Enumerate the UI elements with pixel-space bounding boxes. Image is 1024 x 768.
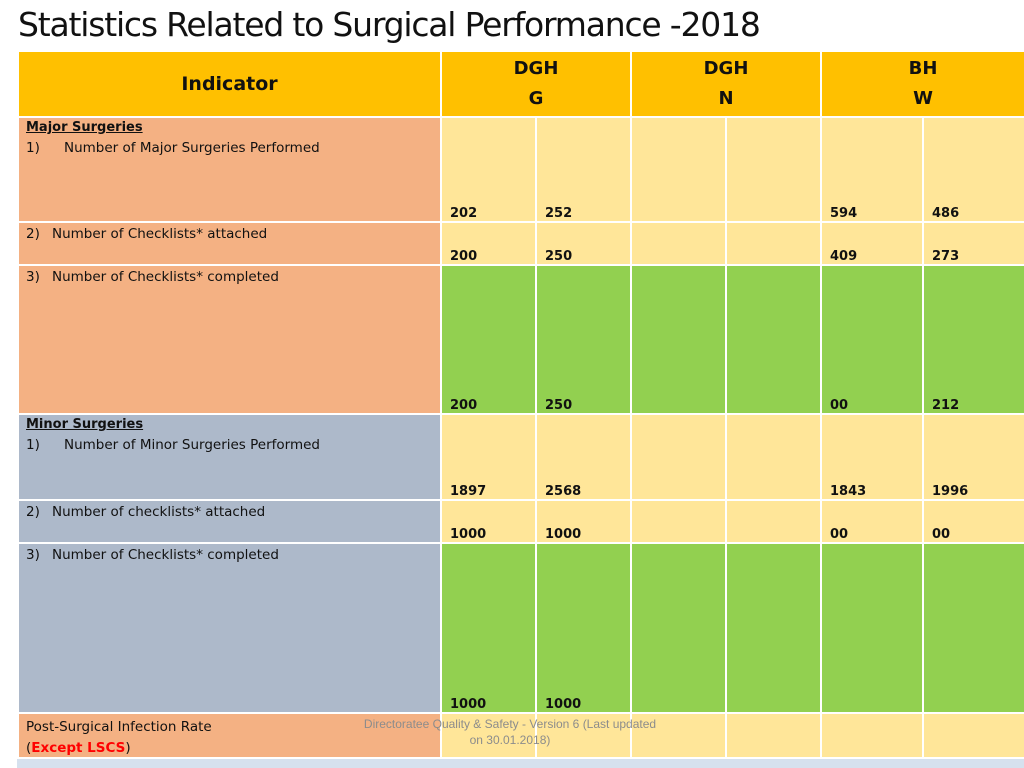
surgical-statistics-table: Indicator DGH G DGH N BH W Major Surgeri… [17,50,1024,759]
value-cell [630,712,727,759]
indicator-cell-minor-performed: Minor Surgeries 1) Number of Minor Surger… [17,413,442,501]
value-cell: 1897 [440,413,537,501]
value-cell: 1000 [535,499,632,544]
value-cell [921,712,1024,759]
value-cell: 00 [921,499,1024,544]
value-cell: 409 [820,221,924,266]
value-cell: 594 [820,116,924,223]
indicator-label: Post-Surgical Infection Rate [26,719,212,735]
value-cell [725,542,822,714]
column-header-line1: DGH [703,58,749,79]
indicator-cell-major-completed: 3) Number of Checklists* completed [17,264,442,415]
value-cell [820,712,924,759]
value-cell [725,221,822,266]
indicator-cell-major-performed: Major Surgeries 1) Number of Major Surger… [17,116,442,223]
value-cell [820,542,924,714]
indicator-label: 3) Number of Checklists* completed [26,269,279,285]
indicator-label: 2) Number of checklists* attached [26,504,266,520]
value-cell: 00 [820,264,924,415]
value-cell [725,116,822,223]
table-row: 3) Number of Checklists* completed 1000 1… [17,542,1024,714]
header-row: Indicator DGH G DGH N BH W [17,50,1024,118]
value-cell: 250 [535,221,632,266]
value-cell [725,264,822,415]
value-cell [630,413,727,501]
section-title-major: Major Surgeries [26,120,143,135]
value-cell: 250 [535,264,632,415]
footer-note: Directoratee Quality & Safety - Version … [340,716,680,748]
value-cell: 200 [440,221,537,266]
indicator-cell-infection-rate: Post-Surgical Infection Rate (Except LSC… [17,712,442,759]
value-cell: 486 [921,116,1024,223]
value-cell: 1000 [440,542,537,714]
value-cell: 212 [921,264,1024,415]
value-cell: 273 [921,221,1024,266]
value-cell [630,116,727,223]
value-cell: 202 [440,116,537,223]
value-cell: 200 [440,264,537,415]
value-cell [535,712,632,759]
indicator-cell-minor-completed: 3) Number of Checklists* completed [17,542,442,714]
table-row: Major Surgeries 1) Number of Major Surger… [17,116,1024,223]
value-cell: 00 [820,499,924,544]
table-row: 2) Number of Checklists* attached 200 250… [17,221,1024,266]
except-note: Except LSCS [31,740,126,756]
indicator-cell-major-attached: 2) Number of Checklists* attached [17,221,442,266]
value-cell [725,712,822,759]
value-cell: 1843 [820,413,924,501]
value-cell: 252 [535,116,632,223]
column-header-line2: G [528,88,544,109]
value-cell [921,542,1024,714]
indicator-note: (Except LSCS) [26,740,131,756]
indicator-header: Indicator [17,50,442,118]
value-cell [630,264,727,415]
value-cell [440,712,537,759]
indicator-label: 1) Number of Minor Surgeries Performed [26,437,320,453]
value-cell [725,499,822,544]
value-cell: 1000 [440,499,537,544]
bottom-strip [17,759,1024,768]
column-header-line1: BH [908,58,938,79]
page-title: Statistics Related to Surgical Performan… [18,5,761,44]
column-header-dghn: DGH N [630,50,822,118]
value-cell: 1996 [921,413,1024,501]
table-row: Post-Surgical Infection Rate (Except LSC… [17,712,1024,759]
column-header-dghg: DGH G [440,50,632,118]
value-cell: 2568 [535,413,632,501]
table-row: Minor Surgeries 1) Number of Minor Surger… [17,413,1024,501]
footer-line1: Directoratee Quality & Safety - Version … [363,717,657,731]
indicator-cell-minor-attached: 2) Number of checklists* attached [17,499,442,544]
table-row: 2) Number of checklists* attached 1000 10… [17,499,1024,544]
column-header-line2: W [913,88,933,109]
column-header-line1: DGH [513,58,559,79]
footer-line2: on 30.01.2018) [469,733,551,747]
indicator-label: 1) Number of Major Surgeries Performed [26,140,320,156]
table-row: 3) Number of Checklists* completed 200 25… [17,264,1024,415]
indicator-label: 2) Number of Checklists* attached [26,226,268,242]
column-header-bhw: BH W [819,50,1024,118]
value-cell [725,413,822,501]
value-cell [630,499,727,544]
value-cell [630,221,727,266]
value-cell: 1000 [535,542,632,714]
section-title-minor: Minor Surgeries [26,417,144,432]
indicator-label: 3) Number of Checklists* completed [26,547,279,563]
value-cell [630,542,727,714]
column-header-line2: N [718,88,734,109]
